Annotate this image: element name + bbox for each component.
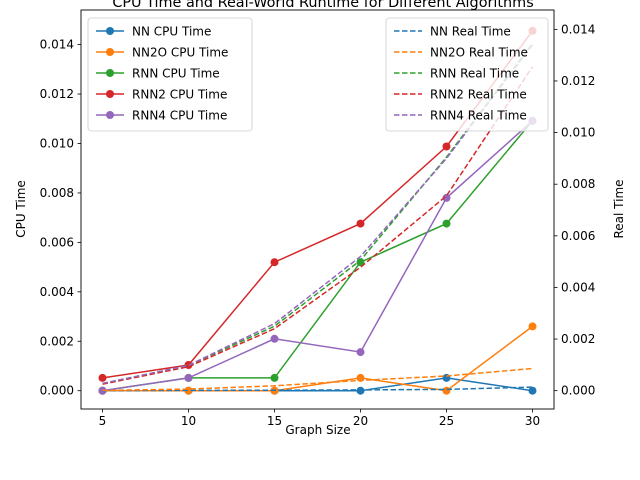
- cpu-series-point-2-4: [442, 219, 451, 228]
- x-tick-label: 15: [267, 414, 282, 428]
- cpu-series-point-4-3: [356, 348, 365, 357]
- cpu-series-point-3-2: [270, 258, 279, 267]
- legend-entry-label: RNN CPU Time: [132, 67, 220, 81]
- x-tick-label: 5: [99, 414, 107, 428]
- y-left-tick-label: 0.000: [40, 384, 74, 398]
- chart-title: CPU Time and Real-World Runtime for Diff…: [112, 0, 533, 11]
- axes-frame: [80, 9, 555, 410]
- y-left-tick-label: 0.012: [40, 87, 74, 101]
- legend-frame: [87, 17, 253, 132]
- legend-swatch-marker: [106, 48, 114, 56]
- real-series-line-3: [102, 66, 534, 385]
- legend-swatch-marker: [106, 90, 114, 98]
- legend-entry-label: RNN4 Real Time: [430, 109, 527, 123]
- cpu-series-point-3-4: [442, 142, 451, 151]
- y-right-tick-label: 0.006: [561, 229, 595, 243]
- y-axis-left-label: CPU Time: [14, 180, 28, 238]
- x-tick-label: 30: [525, 414, 540, 428]
- cpu-series-line-1: [102, 325, 533, 392]
- x-axis-label: Graph Size: [285, 423, 350, 437]
- legend-entry-label: RNN Real Time: [430, 67, 519, 81]
- legend-real-time: NN Real Time NN2O Real Time RNN Real Time R…: [385, 17, 549, 132]
- x-tick-label: 25: [439, 414, 454, 428]
- y-right-tick-label: 0.014: [561, 22, 595, 36]
- cpu-series-point-4-2: [270, 334, 279, 343]
- y-left-tick-label: 0.008: [40, 186, 74, 200]
- cpu-series-point-3-0: [98, 373, 107, 382]
- legend-entry-label: RNN2 CPU Time: [132, 88, 227, 102]
- legend-entry-label: NN2O CPU Time: [132, 46, 228, 60]
- cpu-series-point-2-3: [356, 258, 365, 267]
- legend-swatch-marker: [106, 69, 114, 77]
- cpu-series-point-1-4: [442, 386, 451, 395]
- legend-entry-label: RNN2 Real Time: [430, 88, 527, 102]
- y-left-tick-label: 0.006: [40, 235, 74, 249]
- plot-area: [98, 26, 537, 395]
- y-left-tick-label: 0.010: [40, 136, 74, 150]
- y-right-tick-label: 0.010: [561, 126, 595, 140]
- cpu-series-point-2-2: [270, 373, 279, 382]
- cpu-series-line-4: [102, 120, 534, 392]
- legend-swatch-marker: [106, 27, 114, 35]
- legend-entry-label: NN Real Time: [430, 25, 511, 39]
- y-axis-right-label: Real Time: [612, 179, 626, 238]
- cpu-series-point-1-5: [528, 322, 537, 331]
- y-right-tick-label: 0.004: [561, 280, 595, 294]
- cpu-series-point-4-4: [442, 193, 451, 202]
- legend-entry-label: RNN4 CPU Time: [132, 109, 227, 123]
- legend-entry-label: NN CPU Time: [132, 25, 211, 39]
- y-right-tick-label: 0.008: [561, 177, 595, 191]
- y-right-tick-label: 0.000: [561, 384, 595, 398]
- x-tick-label: 20: [353, 414, 368, 428]
- y-left-tick-label: 0.002: [40, 334, 74, 348]
- cpu-series-point-3-3: [356, 219, 365, 228]
- y-right-tick-label: 0.002: [561, 332, 595, 346]
- legend-entry-label: NN2O Real Time: [430, 46, 528, 60]
- real-series-line-4: [102, 44, 534, 385]
- cpu-series-point-0-5: [528, 386, 537, 395]
- x-tick-label: 10: [181, 414, 196, 428]
- y-right-tick-label: 0.012: [561, 74, 595, 88]
- y-left-tick-label: 0.014: [40, 38, 74, 52]
- legend-swatch-marker: [106, 111, 114, 119]
- legend-cpu-time: NN CPU Time NN2O CPU Time RNN CPU Time RNN2…: [87, 17, 253, 132]
- y-left-tick-label: 0.004: [40, 285, 74, 299]
- legend-frame: [385, 17, 549, 132]
- cpu-series-point-0-3: [356, 386, 365, 395]
- axis-ticks: 5 10 15 20 25 30 0.000 0.002 0.004 0.006 0.008 0.01…: [40, 22, 596, 428]
- cpu-series-point-4-1: [184, 373, 193, 382]
